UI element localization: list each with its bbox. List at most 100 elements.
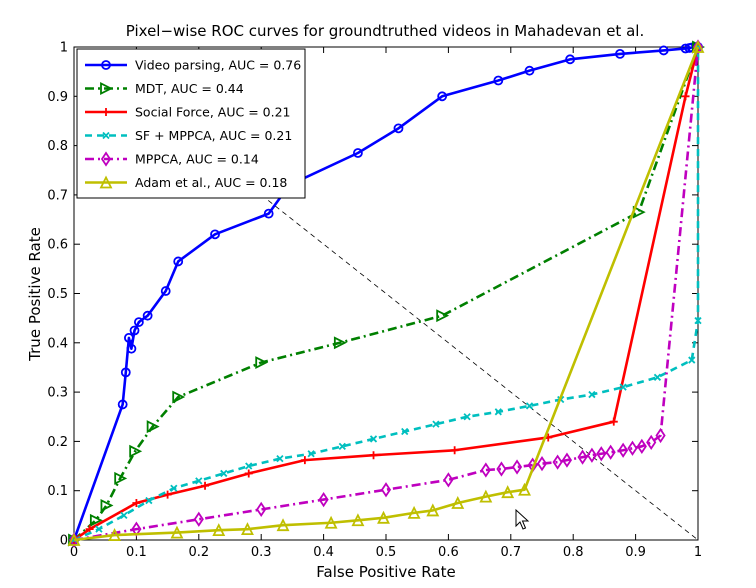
data-point bbox=[324, 515, 338, 529]
data-point bbox=[636, 438, 647, 454]
y-tick-label: 0.6 bbox=[47, 238, 68, 253]
data-point bbox=[173, 256, 184, 267]
x-tick-label: 0.4 bbox=[313, 545, 334, 560]
data-point bbox=[432, 420, 440, 428]
data-point bbox=[220, 469, 228, 478]
legend-entry: Adam et al., AUC = 0.18 bbox=[85, 175, 287, 190]
data-point bbox=[126, 343, 137, 354]
y-tick-label: 0.9 bbox=[47, 90, 68, 105]
data-point bbox=[619, 383, 627, 391]
data-point bbox=[114, 471, 128, 485]
data-point bbox=[129, 444, 143, 458]
data-point bbox=[276, 455, 284, 463]
data-point bbox=[565, 54, 575, 65]
data-point bbox=[586, 447, 598, 463]
data-point bbox=[120, 367, 131, 378]
data-point bbox=[263, 208, 274, 219]
data-point bbox=[170, 525, 184, 539]
data-point bbox=[605, 444, 616, 460]
data-point bbox=[193, 511, 204, 527]
data-point bbox=[145, 496, 153, 505]
series-line bbox=[73, 46, 700, 542]
data-point bbox=[646, 434, 657, 451]
y-tick-label: 0.5 bbox=[47, 287, 68, 302]
diagonal-line bbox=[260, 194, 699, 541]
data-point bbox=[436, 309, 450, 323]
data-point bbox=[99, 175, 113, 189]
data-point bbox=[300, 456, 309, 465]
data-point bbox=[655, 427, 666, 444]
data-point bbox=[691, 39, 705, 53]
data-point bbox=[351, 513, 365, 527]
data-point bbox=[653, 373, 662, 381]
x-tick-label: 0.5 bbox=[376, 545, 397, 560]
data-point bbox=[108, 528, 122, 541]
data-point bbox=[307, 450, 315, 458]
data-point bbox=[552, 454, 563, 470]
y-tick-label: 0 bbox=[60, 534, 68, 549]
data-point bbox=[615, 49, 625, 59]
legend-entry: Social Force, AUC = 0.21 bbox=[85, 105, 290, 120]
data-point bbox=[146, 420, 160, 434]
data-point bbox=[170, 484, 178, 492]
data-point bbox=[244, 469, 253, 478]
data-point bbox=[688, 356, 696, 364]
x-tick-label: 1 bbox=[694, 545, 702, 560]
data-point bbox=[318, 491, 329, 508]
data-point bbox=[100, 499, 114, 512]
data-point bbox=[618, 442, 629, 458]
data-point bbox=[100, 82, 114, 95]
legend-label: Adam et al., AUC = 0.18 bbox=[135, 175, 287, 190]
axis-ticks: 0 0.1 0.2 0.3 0.4 0.5 0.6 0.7 0.8 0.9 1 0 0.1 0.2 0.3 0… bbox=[47, 41, 702, 561]
legend-label: MPPCA, AUC = 0.14 bbox=[135, 152, 259, 167]
data-point bbox=[133, 317, 144, 327]
legend-label: SF + MPPCA, AUC = 0.21 bbox=[135, 128, 292, 143]
data-point bbox=[536, 455, 548, 472]
y-tick-label: 1 bbox=[60, 41, 68, 56]
data-point bbox=[407, 505, 421, 519]
x-tick-label: 0 bbox=[70, 545, 78, 560]
data-point bbox=[163, 490, 172, 499]
legend-label: Social Force, AUC = 0.21 bbox=[135, 105, 290, 120]
data-point bbox=[588, 390, 596, 399]
data-point bbox=[129, 325, 140, 336]
data-point bbox=[100, 151, 112, 167]
data-point bbox=[393, 123, 404, 134]
data-point bbox=[210, 229, 220, 240]
series-line bbox=[73, 46, 700, 542]
data-point bbox=[256, 501, 267, 518]
chart-title: Pixel−wise ROC curves for groundtruthed … bbox=[126, 22, 644, 40]
data-point bbox=[245, 462, 253, 470]
data-point bbox=[255, 356, 269, 369]
data-point bbox=[518, 482, 531, 496]
data-point bbox=[479, 489, 493, 503]
data-point bbox=[67, 532, 81, 546]
x-axis-label: False Positive Rate bbox=[316, 563, 455, 581]
y-tick-label: 0.3 bbox=[47, 386, 68, 401]
data-point bbox=[494, 408, 502, 416]
y-tick-label: 0.4 bbox=[47, 336, 68, 351]
data-point bbox=[609, 417, 618, 426]
data-point bbox=[577, 449, 588, 465]
data-point bbox=[132, 499, 141, 508]
y-tick-label: 0.8 bbox=[47, 139, 68, 154]
data-point bbox=[692, 39, 704, 55]
data-point bbox=[117, 399, 128, 410]
data-point bbox=[102, 131, 110, 140]
data-point bbox=[212, 523, 226, 537]
x-tick-label: 0.2 bbox=[188, 545, 209, 560]
data-point bbox=[463, 413, 471, 421]
legend-entry: MDT, AUC = 0.44 bbox=[85, 81, 244, 96]
data-point bbox=[338, 442, 346, 450]
data-point bbox=[524, 65, 535, 76]
data-point bbox=[380, 482, 392, 498]
y-tick-label: 0.1 bbox=[47, 484, 68, 499]
data-point bbox=[353, 148, 363, 158]
data-point bbox=[596, 446, 607, 462]
x-tick-label: 0.7 bbox=[500, 545, 521, 560]
x-tick-label: 0.3 bbox=[251, 545, 272, 560]
x-tick-label: 0.8 bbox=[563, 545, 584, 560]
data-point bbox=[160, 286, 171, 296]
data-point bbox=[681, 92, 690, 101]
